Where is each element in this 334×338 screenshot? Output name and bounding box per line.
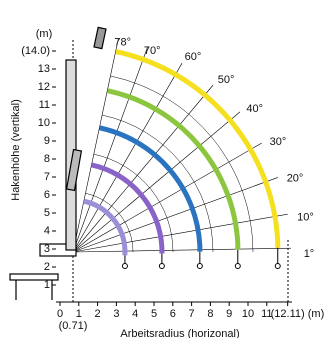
radial-line (72, 177, 278, 253)
boom-arc (106, 88, 241, 250)
boom-arc (83, 198, 128, 256)
radial-line (72, 111, 241, 253)
radial-line (72, 38, 119, 253)
hook (158, 263, 165, 269)
y-tick-label: 1 (44, 279, 50, 291)
y-unit: (m) (36, 28, 53, 40)
boom-arc (99, 125, 203, 252)
y-tick-label: 12 (38, 81, 50, 93)
x-tick-label: 10 (242, 308, 254, 320)
x-tick-label: 4 (132, 308, 138, 320)
radial-line (72, 142, 262, 253)
angle-label: 70° (144, 45, 161, 57)
x-tick-label: (12.11) (271, 308, 305, 320)
radial-line (72, 47, 148, 253)
boom-arc (115, 49, 281, 248)
radial-line (72, 63, 183, 253)
y-tick-label: 3 (44, 243, 50, 255)
grid-arc (85, 193, 134, 253)
grid-arc (102, 114, 214, 253)
boom-arcs (83, 49, 281, 269)
y-axis-label: Hakenhöhe (vertikal) (10, 99, 22, 201)
x-tick-label: 0 (57, 308, 63, 320)
grid-arc (110, 75, 254, 253)
angle-label: 30° (270, 136, 287, 148)
crane (9, 26, 107, 300)
y-tick-label: 13 (38, 63, 50, 75)
y-tick-label: 4 (44, 225, 50, 237)
hook (196, 263, 203, 269)
y-tick-label: (14.0) (21, 45, 50, 57)
y-tick-label: 6 (44, 189, 50, 201)
angle-label: 60° (185, 51, 202, 63)
x-tick-label: 9 (226, 308, 232, 320)
hook (121, 263, 128, 269)
radial-line (72, 247, 291, 253)
radial-grid: 78° 70° 60° 50° 40° 30° 20° 10° 1° (72, 37, 315, 260)
angle-label: 50° (218, 74, 235, 86)
x-tick-label: 2 (95, 308, 101, 320)
angle-label: 1° (304, 248, 315, 260)
y-tick-label: 8 (44, 153, 50, 165)
y-tick-label: 2 (44, 261, 50, 273)
x-tick-label: 5 (151, 308, 157, 320)
hook (274, 263, 281, 269)
radial-line (72, 84, 214, 253)
y-tick-label: 9 (44, 135, 50, 147)
ticks: 0 1 2 3 4 5 6 7 8 9 10 11(12.11)12345678910111213(1… (21, 45, 304, 320)
x-tick-label: 8 (207, 308, 213, 320)
grid-arc (93, 153, 174, 253)
y-tick-label: 7 (44, 171, 50, 183)
hook (234, 263, 241, 269)
boom-arc (91, 162, 165, 254)
x-axis-label: Arbeitsradius (horizonal) (120, 328, 239, 338)
angle-label: 20° (287, 173, 304, 185)
x-sublabel: (0.71) (59, 320, 88, 332)
x-tick-label: 1 (76, 308, 82, 320)
x-tick-label: 6 (170, 308, 176, 320)
x-tick-label: 11 (261, 308, 272, 320)
angle-label: 78° (114, 37, 131, 49)
x-unit: (m) (308, 308, 325, 320)
y-tick-label: 5 (44, 207, 50, 219)
angle-label: 10° (297, 212, 314, 224)
radial-line (72, 213, 288, 253)
x-tick-label: 3 (113, 308, 119, 320)
y-tick-label: 11 (39, 99, 50, 111)
x-tick-label: 7 (189, 308, 195, 320)
y-tick-label: 10 (38, 117, 50, 129)
angle-label: 40° (246, 103, 263, 115)
